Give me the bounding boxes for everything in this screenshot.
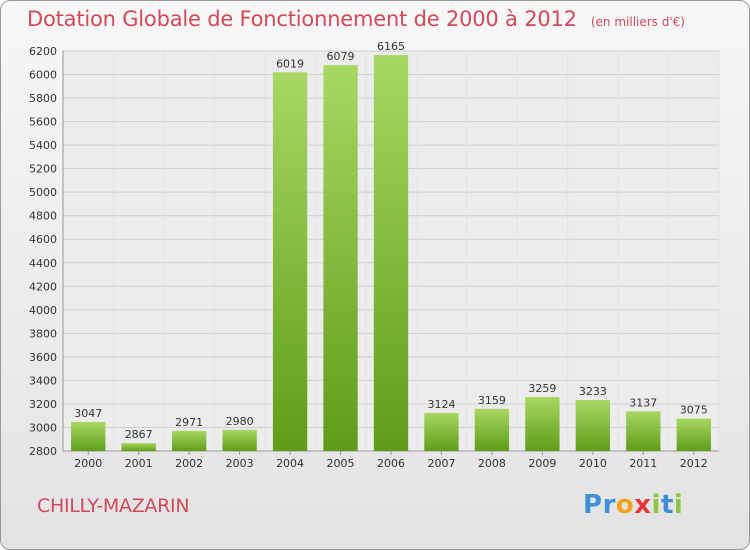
bar-value-label: 3124 (427, 398, 455, 411)
y-tick-label: 5800 (29, 92, 57, 105)
x-tick-label: 2005 (327, 457, 355, 470)
x-tick-label: 2002 (175, 457, 203, 470)
bar-value-label: 6165 (377, 40, 405, 53)
bar-value-label: 6079 (327, 50, 355, 63)
x-tick-label: 2000 (74, 457, 102, 470)
y-tick-label: 4800 (29, 210, 57, 223)
bar-value-label: 2971 (175, 416, 203, 429)
y-tick-label: 3800 (29, 327, 57, 340)
bar (676, 418, 711, 451)
bar (121, 443, 156, 451)
bar-value-label: 3159 (478, 394, 506, 407)
bar (171, 430, 207, 451)
y-tick-label: 5200 (29, 163, 57, 176)
x-tick-label: 2003 (226, 457, 254, 470)
y-tick-label: 3400 (29, 374, 57, 387)
bar (272, 72, 308, 451)
city-name: CHILLY-MAZARIN (37, 495, 190, 517)
x-tick-label: 2004 (276, 457, 304, 470)
bar (525, 397, 560, 451)
bar (424, 412, 459, 451)
bar (222, 429, 257, 451)
y-tick-label: 4600 (29, 233, 57, 246)
proxiti-logo: Proxiti (583, 490, 684, 520)
y-tick-label: 3000 (29, 421, 57, 434)
y-tick-label: 4400 (29, 257, 57, 270)
bar-value-label: 2980 (226, 415, 254, 428)
y-tick-label: 5000 (29, 186, 57, 199)
x-tick-label: 2011 (629, 457, 657, 470)
x-tick-label: 2007 (427, 457, 455, 470)
bar (575, 400, 611, 451)
bar (323, 65, 358, 451)
y-tick-label: 4200 (29, 280, 57, 293)
y-tick-label: 6000 (29, 69, 57, 82)
bar (474, 408, 510, 451)
bar (373, 55, 409, 451)
bar-value-label: 3259 (528, 382, 556, 395)
y-tick-label: 5600 (29, 116, 57, 129)
y-tick-label: 6200 (29, 45, 57, 58)
y-tick-label: 4000 (29, 304, 57, 317)
bar-value-label: 3075 (680, 404, 708, 417)
y-tick-label: 5400 (29, 139, 57, 152)
bar (626, 411, 661, 451)
x-tick-label: 2010 (579, 457, 607, 470)
bar (71, 421, 106, 451)
y-tick-label: 2800 (29, 445, 57, 458)
x-tick-label: 2009 (528, 457, 556, 470)
bar-value-label: 3137 (629, 396, 657, 409)
chart-unit: (en milliers d'€) (590, 15, 685, 29)
y-tick-label: 3600 (29, 351, 57, 364)
y-tick-label: 3200 (29, 398, 57, 411)
x-tick-label: 2008 (478, 457, 506, 470)
chart-title: Dotation Globale de Fonctionnement de 20… (27, 7, 685, 31)
x-tick-label: 2012 (680, 457, 708, 470)
bar-value-label: 6019 (276, 57, 304, 70)
bar-value-label: 3233 (579, 385, 607, 398)
x-tick-label: 2006 (377, 457, 405, 470)
bar-value-label: 3047 (74, 407, 102, 420)
chart-title-text: Dotation Globale de Fonctionnement de 20… (27, 7, 577, 31)
x-tick-label: 2001 (125, 457, 153, 470)
bar-value-label: 2867 (125, 428, 153, 441)
